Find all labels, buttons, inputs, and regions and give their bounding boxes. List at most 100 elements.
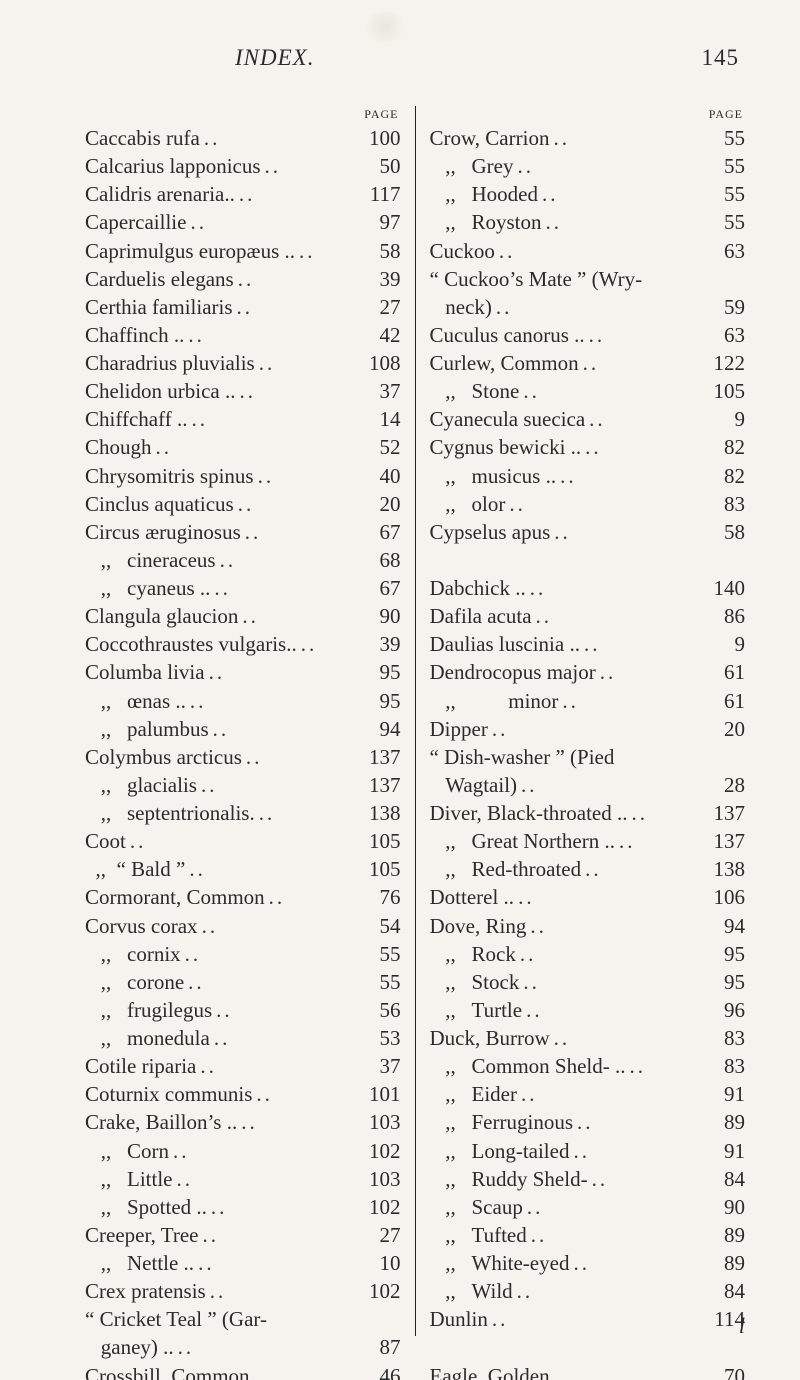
index-entry: ,, Little103 — [85, 1165, 401, 1193]
entry-label: ,, Ferruginous — [430, 1108, 574, 1136]
leader-dots — [581, 855, 707, 883]
leader-dots — [514, 883, 707, 911]
entry-label: Dendrocopus major — [430, 658, 596, 686]
entry-label: ,, Turtle — [430, 996, 523, 1024]
entry-page: 76 — [363, 883, 401, 911]
entry-page: 97 — [363, 208, 401, 236]
leader-dots — [615, 827, 707, 855]
entry-label: Eagle, Golden — [430, 1362, 550, 1380]
entry-page: 117 — [363, 180, 401, 208]
entry-page: 103 — [363, 1108, 401, 1136]
leader-dots — [252, 1080, 362, 1108]
index-entry: Dotterel ..106 — [430, 883, 746, 911]
leader-dots — [523, 1193, 707, 1221]
entry-page: 105 — [363, 855, 401, 883]
entry-label: ,, Stone — [430, 377, 520, 405]
index-entry: ,, Ruddy Sheld-84 — [430, 1165, 746, 1193]
leader-dots — [519, 968, 707, 996]
index-entry: Eagle, Golden70 — [430, 1362, 746, 1380]
entry-label: ,, Hooded — [430, 180, 539, 208]
entry-page: 46 — [363, 1362, 401, 1380]
leader-dots — [152, 433, 363, 461]
index-entry: neck)59 — [430, 293, 746, 321]
leader-dots — [186, 208, 362, 236]
entry-page: 83 — [707, 1052, 745, 1080]
entry-label: ,, Rock — [430, 940, 516, 968]
index-entry: ,, Wild84 — [430, 1277, 746, 1305]
entry-page: 61 — [707, 658, 745, 686]
leader-dots — [626, 1052, 707, 1080]
entry-page: 86 — [707, 602, 745, 630]
entry-label: ,, Grey — [430, 152, 514, 180]
right-column: PAGE Crow, Carrion55 ,, Grey55 ,, Hooded… — [416, 106, 746, 1336]
leader-dots — [517, 1080, 707, 1108]
entry-label: “ Dish-washer ” (Pied — [430, 743, 615, 771]
entry-label: Cuculus canorus .. — [430, 321, 585, 349]
entry-label: Dabchick .. — [430, 574, 526, 602]
leader-dots — [206, 1277, 363, 1305]
entry-page: 39 — [363, 630, 401, 658]
index-entry: ,, Scaup90 — [430, 1193, 746, 1221]
leader-dots — [169, 1137, 363, 1165]
index-entry: Chelidon urbica ..37 — [85, 377, 401, 405]
entry-page: 138 — [707, 855, 745, 883]
entry-label: Chaffinch .. — [85, 321, 184, 349]
entry-page: 10 — [363, 1249, 401, 1277]
index-title: INDEX. — [235, 45, 314, 71]
entry-label: ,, Long-tailed — [430, 1137, 570, 1165]
entry-page: 137 — [363, 771, 401, 799]
entry-label: “ Cuckoo’s Mate ” (Wry- — [430, 265, 643, 293]
index-entry: Dafila acuta86 — [430, 602, 746, 630]
entry-label: ganey) .. — [85, 1333, 174, 1361]
leader-dots — [126, 827, 363, 855]
entry-page: 94 — [707, 912, 745, 940]
entry-label: Calidris arenaria.. — [85, 180, 235, 208]
leader-dots — [261, 152, 363, 180]
entry-page: 137 — [707, 799, 745, 827]
entry-page: 54 — [363, 912, 401, 940]
leader-dots — [237, 1108, 362, 1136]
index-entry: Wagtail)28 — [430, 771, 746, 799]
running-head: INDEX. 145 — [85, 45, 745, 81]
leader-dots — [550, 1024, 707, 1052]
entry-label: ,, Tufted — [430, 1221, 527, 1249]
leader-dots — [235, 180, 363, 208]
entry-label: ,, Eider — [430, 1080, 517, 1108]
index-entry: Certhia familiaris27 — [85, 293, 401, 321]
entry-page: 91 — [707, 1137, 745, 1165]
column-head-left: PAGE — [85, 106, 401, 122]
index-entry: Cotile riparia37 — [85, 1052, 401, 1080]
leader-dots — [519, 377, 707, 405]
entry-page: 55 — [363, 968, 401, 996]
entry-page: 55 — [707, 180, 745, 208]
leader-dots — [297, 630, 363, 658]
entry-label: ,, Red-throated — [430, 855, 582, 883]
entry-label: Cypselus apus — [430, 518, 551, 546]
index-entry: ,, cineraceus68 — [85, 546, 401, 574]
index-entry: Chrysomitris spinus40 — [85, 462, 401, 490]
entry-page: 101 — [363, 1080, 401, 1108]
entry-page: 9 — [707, 405, 745, 433]
entry-page: 63 — [707, 321, 745, 349]
index-entry: Clangula glaucion90 — [85, 602, 401, 630]
index-entry: ,, cornix55 — [85, 940, 401, 968]
index-entry: Cypselus apus 58 — [430, 518, 746, 546]
entry-page: 68 — [363, 546, 401, 574]
entry-page: 90 — [707, 1193, 745, 1221]
index-entry: ,, glacialis137 — [85, 771, 401, 799]
entry-label: Coturnix communis — [85, 1080, 252, 1108]
entry-label: Caccabis rufa — [85, 124, 200, 152]
index-entry: Crossbill, Common 46 — [85, 1362, 401, 1380]
entry-page: 82 — [707, 433, 745, 461]
index-entry: ,, Grey55 — [430, 152, 746, 180]
entry-label: Dunlin — [430, 1305, 488, 1333]
entry-label: Crossbill, Common — [85, 1362, 250, 1380]
leader-dots — [198, 1221, 362, 1249]
index-entry: “ Dish-washer ” (Pied — [430, 743, 746, 771]
entry-page: 58 — [707, 518, 745, 546]
index-entry: Caprimulgus europæus ..58 — [85, 237, 401, 265]
index-entry: Cinclus aquaticus20 — [85, 490, 401, 518]
index-entry: Dipper20 — [430, 715, 746, 743]
entry-page: 39 — [363, 265, 401, 293]
index-entry: Dove, Ring94 — [430, 912, 746, 940]
